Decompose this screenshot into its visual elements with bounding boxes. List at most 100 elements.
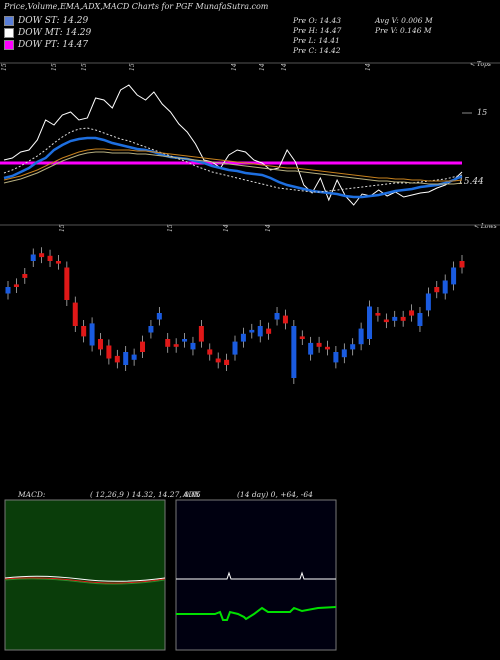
top-panel-last-value: 15.44 [458,177,484,187]
macd-panel [4,499,166,651]
top-date-label: 14 [231,63,238,71]
legend-swatch [4,16,14,26]
candle-body [350,344,356,350]
adx-plus-di-line [176,606,337,621]
candle-body [156,313,162,320]
ohlc-volume: Pre V: 0.146 M [375,26,432,35]
candle-body [114,355,120,363]
top-date-label: 14 [365,63,372,71]
page-title: Price,Volume,EMA,ADX,MACD Charts for PGF… [4,2,269,11]
candle-body [72,302,78,326]
candle-body [308,342,314,355]
adx-title: ADX [183,490,200,499]
candle-body [131,354,137,360]
bottom-date-label: 14 [223,224,230,232]
candle-body [55,261,61,264]
price-line [3,84,463,206]
dow-st-line [3,136,463,199]
bottom-panel-corner-label: < Lows [474,223,497,230]
candle-body [22,274,28,278]
candle-body [190,342,196,350]
candle-body [299,336,305,339]
candle-body [97,339,103,350]
ohlc-high: Pre H: 14.47 [293,26,342,35]
candle-body [442,280,448,294]
adx-panel [175,499,337,651]
legend-item: DOW PT: 14.47 [4,40,88,50]
candle-body [215,358,221,363]
candle-body [81,326,87,337]
candle-body [47,255,53,261]
candle-body [409,310,415,316]
candle-body [417,313,423,326]
top-date-label: 15 [51,63,58,71]
top-panel-corner-label: < Tops [470,61,492,68]
candle-body [392,316,398,321]
candle-body [89,323,95,346]
candle-body [198,326,204,342]
ohlc-close: Pre C: 14.42 [293,46,341,55]
candle-body [451,267,457,285]
ema-long-line [3,148,463,182]
candle-body [400,316,406,321]
dow-mt-line [3,127,463,193]
ohlc-avg-volume: Avg V: 0.006 M [375,16,433,25]
adx-line [176,571,336,580]
top-date-label: 15 [129,63,136,71]
adx-params: (14 day) 0, +64, -64 [237,490,313,499]
candle-body [140,341,146,352]
bottom-date-label: 14 [265,224,272,232]
candle-body [341,349,347,358]
candle-body [333,352,339,363]
bottom-date-label: 15 [59,224,66,232]
legend-label: DOW PT: 14.47 [18,40,89,50]
candle-body [375,313,381,316]
candle-body [266,328,272,334]
top-date-label: 14 [281,63,288,71]
candle-body [358,328,364,345]
macd-histogram [4,578,166,585]
candle-body [291,326,297,378]
candle-body [106,345,112,359]
macd-params: ( 12,26,9 ) 14.32, 14.27, 0.05 [90,490,201,499]
macd-title: MACD: [18,490,46,499]
candle-body [39,253,45,258]
legend-label: DOW MT: 14.29 [18,28,92,38]
legend-label: DOW ST: 14.29 [18,16,89,26]
candle-body [274,313,280,320]
ohlc-open: Pre O: 14.43 [293,16,341,25]
candle-body [434,287,440,293]
legend-swatch [4,28,14,38]
macd-line [4,575,166,582]
candle-body [316,342,322,347]
legend-item: DOW ST: 14.29 [4,16,88,26]
candle-body [182,339,188,342]
candle-body [282,315,288,324]
candle-body [324,346,330,350]
macd-signal-line [4,577,166,584]
candle-body [425,293,431,311]
candle-body [148,326,154,333]
candle-body [173,344,179,347]
top-panel-price-tick: 15 [477,108,488,117]
candle-body [30,254,36,261]
candle-body [232,341,238,355]
candle-body [383,319,389,323]
candle-body [224,359,230,365]
candle-body [64,267,70,300]
ohlc-low: Pre L: 14.41 [293,36,340,45]
candle-body [123,352,129,365]
candle-body [13,284,19,287]
candle-body [257,326,263,337]
candle-body [207,349,213,355]
candle-body [249,329,255,333]
bottom-date-label: 15 [167,224,174,232]
candle-body [5,287,11,294]
legend-swatch [4,40,14,50]
candle-body [459,261,465,268]
top-date-label: 14 [259,63,266,71]
candle-body [240,333,246,342]
top-date-label: 15 [1,63,8,71]
ema-extra-line [3,151,463,185]
